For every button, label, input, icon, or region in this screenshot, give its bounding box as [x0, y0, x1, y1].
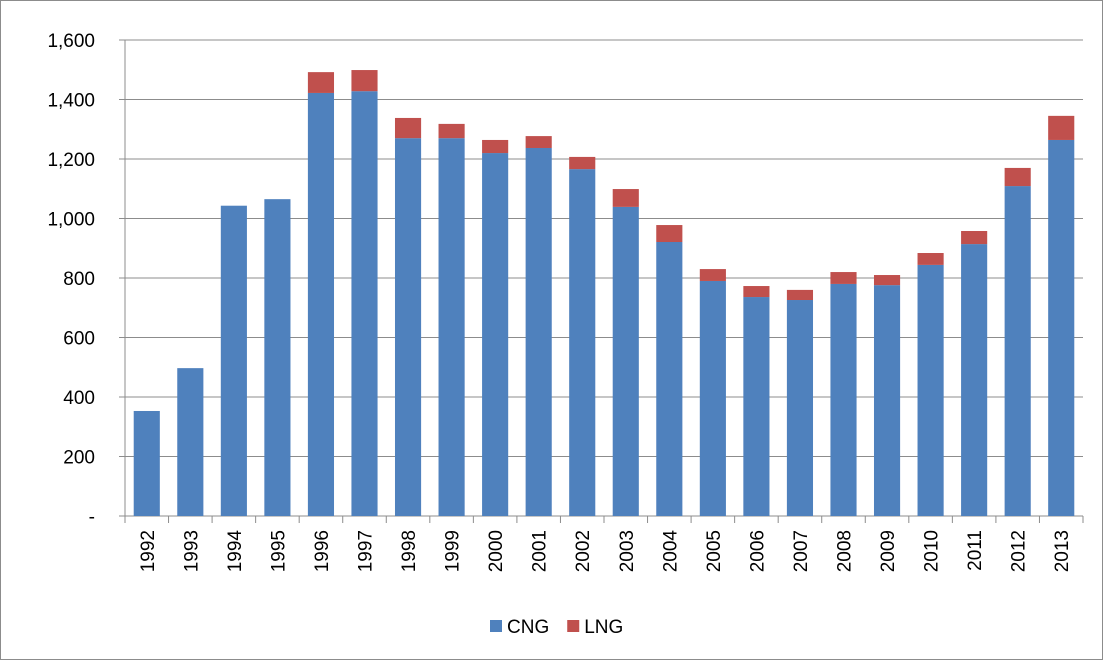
bar-segment: [438, 123, 465, 139]
bar-segment: [1048, 139, 1075, 516]
bar-segment: [482, 139, 509, 154]
x-tick-label: 1997: [356, 530, 377, 572]
bar-segment: [656, 225, 683, 243]
bar-segment: [220, 205, 247, 516]
bar-segment: [873, 275, 901, 286]
bar-segment: [177, 368, 204, 516]
x-tick-label: 1992: [138, 530, 159, 572]
x-tick-label: 1999: [443, 530, 464, 572]
bar-segment: [830, 283, 857, 516]
bar-segment: [482, 153, 509, 517]
bar-segment: [351, 70, 378, 92]
bar-segment: [264, 199, 291, 516]
x-tick-label: 2005: [704, 530, 725, 572]
x-tick-label: 2008: [835, 530, 856, 572]
legend-swatch: [567, 620, 580, 632]
bar-segment: [656, 242, 683, 516]
bar-segment: [525, 147, 552, 516]
bar-segment: [743, 286, 770, 298]
y-tick-label: 400: [63, 388, 95, 409]
x-tick-label: 2000: [486, 530, 507, 572]
bar-segment: [612, 189, 639, 207]
bar-segment: [743, 297, 770, 516]
x-tick-label: 1993: [181, 530, 202, 572]
x-tick-label: 2004: [660, 530, 681, 573]
x-tick-label: 2001: [530, 530, 551, 572]
x-tick-label: 2013: [1052, 530, 1073, 572]
bar-segment: [394, 138, 422, 517]
x-tick-label: 2010: [922, 530, 943, 572]
x-tick-label: 2007: [791, 530, 812, 572]
y-tick-label: 1,200: [47, 150, 95, 171]
bar-segment: [1004, 167, 1031, 187]
y-tick-label: 200: [63, 448, 95, 469]
bar-segment: [830, 272, 857, 284]
x-tick-label: 1998: [399, 530, 420, 572]
bar-segment: [133, 410, 160, 516]
bar-segment: [612, 206, 639, 516]
bar-segment: [917, 253, 944, 265]
bar-segment: [307, 72, 335, 93]
x-tick-label: 2003: [617, 530, 638, 572]
x-tick-label: 2006: [747, 530, 768, 572]
bar-segment: [786, 300, 814, 516]
y-tick-label: 1,600: [47, 31, 95, 52]
y-tick-label: 1,000: [47, 210, 95, 231]
bar-segment: [873, 285, 901, 516]
bar-segment: [351, 91, 378, 517]
bar-segment: [961, 244, 988, 516]
bar-segment: [1004, 186, 1031, 516]
x-tick-label: 1995: [268, 530, 289, 572]
y-tick-label: 800: [63, 269, 95, 290]
y-tick-label: -: [89, 507, 95, 528]
bar-segment: [569, 156, 596, 170]
bar-segment: [438, 138, 465, 517]
x-tick-label: 1996: [312, 530, 333, 572]
bar-segment: [961, 230, 988, 245]
bar-segment: [917, 264, 944, 516]
bar-segment: [699, 269, 726, 281]
x-tick-label: 2011: [965, 530, 986, 571]
legend-label: LNG: [584, 617, 623, 638]
bar-segment: [1048, 115, 1075, 140]
bar-segment: [394, 117, 422, 139]
x-tick-label: 2009: [878, 530, 899, 572]
legend-label: CNG: [507, 617, 549, 638]
y-tick-label: 600: [63, 329, 95, 350]
x-tick-label: 1994: [225, 530, 246, 573]
bar-segment: [786, 289, 814, 301]
y-tick-label: 1,400: [47, 91, 95, 112]
bar-segment: [307, 92, 335, 516]
bar-segment: [699, 280, 726, 516]
x-tick-label: 2012: [1009, 530, 1030, 572]
bar-segment: [569, 169, 596, 517]
x-tick-label: 2002: [573, 530, 594, 572]
legend-swatch: [490, 620, 502, 632]
bar-segment: [525, 136, 552, 148]
